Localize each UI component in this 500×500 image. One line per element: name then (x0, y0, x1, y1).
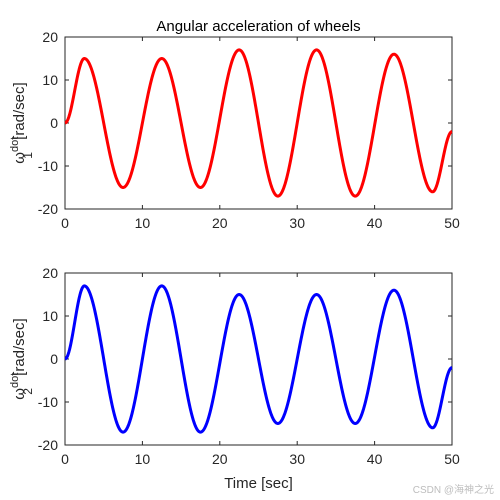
y-axis-label-superscript: dot (9, 137, 21, 152)
x-tick-label: 10 (135, 451, 151, 467)
x-axis-label: Time [sec] (224, 475, 293, 492)
y-tick-label: -10 (38, 394, 58, 410)
y-tick-label: 0 (50, 115, 58, 131)
x-tick-label: 20 (212, 451, 228, 467)
y-tick-label: 0 (50, 351, 58, 367)
y-axis-label-subscript: 2 (21, 388, 35, 395)
y-tick-label: 20 (42, 265, 58, 281)
x-tick-label: 30 (289, 451, 305, 467)
y-tick-label: -10 (38, 158, 58, 174)
plot-omega2: 0 10 20 30 40 50 -20 -10 0 10 20 ωdot2 [rad/sec] (9, 265, 460, 467)
series-line (64, 48, 453, 198)
x-tick-label: 40 (367, 451, 383, 467)
y-axis-label-symbol: ω (11, 388, 28, 400)
x-tick-label: 20 (212, 215, 228, 231)
x-tick-label: 0 (61, 451, 69, 467)
y-axis-label-subscript: 1 (21, 152, 35, 159)
x-tick-label: 30 (289, 215, 305, 231)
y-axis-label: ωdot2 [rad/sec] (9, 318, 35, 399)
y-axis-label-superscript: dot (9, 373, 21, 388)
y-tick-label: -20 (38, 437, 58, 453)
y-axis-label-unit: [rad/sec] (11, 318, 28, 380)
y-axis-label-unit: [rad/sec] (11, 82, 28, 144)
y-tick-label: -20 (38, 201, 58, 217)
chart-title: Angular acceleration of wheels (156, 18, 360, 35)
watermark-text: CSDN @海神之光 (412, 485, 494, 496)
x-tick-label: 10 (135, 215, 151, 231)
x-tick-label: 0 (61, 215, 69, 231)
y-axis-label-symbol: ω (11, 152, 28, 164)
series-line (64, 284, 453, 434)
plot-omega1: 0 10 20 30 40 50 -20 -10 0 10 20 ωdot1 [rad/sec] (9, 29, 460, 231)
x-tick-label: 50 (444, 451, 460, 467)
y-tick-label: 10 (42, 308, 58, 324)
x-tick-label: 40 (367, 215, 383, 231)
y-tick-label: 10 (42, 72, 58, 88)
x-tick-label: 50 (444, 215, 460, 231)
y-axis-label: ωdot1 [rad/sec] (9, 82, 35, 163)
y-tick-label: 20 (42, 29, 58, 45)
